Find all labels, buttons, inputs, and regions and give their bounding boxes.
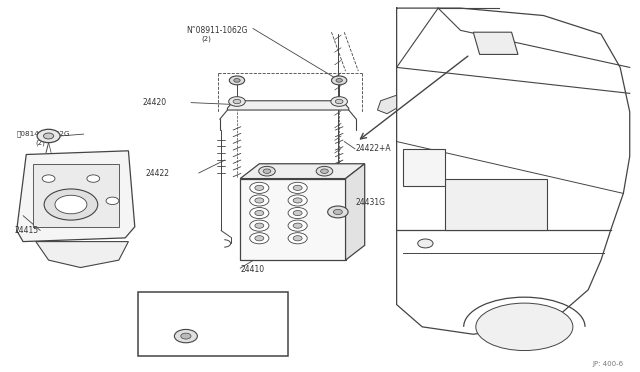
Circle shape [250,208,269,219]
Circle shape [263,169,271,173]
Circle shape [44,189,98,220]
Circle shape [288,208,307,219]
Polygon shape [473,32,518,54]
Circle shape [229,76,244,85]
Circle shape [293,211,302,216]
Polygon shape [378,95,397,114]
Circle shape [336,78,342,82]
Circle shape [255,198,264,203]
Polygon shape [36,241,129,267]
Text: 24410: 24410 [240,265,264,274]
Polygon shape [240,164,365,179]
Circle shape [250,182,269,193]
Circle shape [332,76,347,85]
Circle shape [233,99,241,104]
Text: 64832N: 64832N [170,317,200,326]
Bar [403,149,445,186]
Circle shape [250,233,269,244]
Circle shape [293,223,302,228]
Circle shape [333,209,342,215]
Bar [445,179,547,231]
Text: Ⓓ08146-6L62G: Ⓓ08146-6L62G [157,337,211,343]
Text: VQ35IE: VQ35IE [151,302,179,311]
Circle shape [255,235,264,241]
Circle shape [288,195,307,206]
Circle shape [55,195,87,214]
Circle shape [418,239,433,248]
Text: 24415: 24415 [15,226,39,235]
Text: 24422+A: 24422+A [355,144,391,153]
Bar [240,179,346,260]
Text: 24431G: 24431G [355,198,385,207]
Circle shape [288,220,307,231]
Text: 24420: 24420 [143,98,167,107]
Circle shape [174,330,197,343]
Bar [33,164,119,227]
Polygon shape [17,151,135,241]
Text: Ⓓ08146-8L62G: Ⓓ08146-8L62G [17,131,70,137]
Circle shape [321,169,328,173]
Circle shape [255,185,264,190]
Polygon shape [227,101,349,110]
Text: (2): (2) [36,139,45,145]
Circle shape [288,182,307,193]
Polygon shape [346,164,365,260]
Text: JP: 400-6: JP: 400-6 [592,361,623,367]
Circle shape [293,198,302,203]
Bar [138,292,288,356]
Circle shape [42,175,55,182]
Ellipse shape [476,303,573,350]
Circle shape [316,166,333,176]
Circle shape [259,166,275,176]
Circle shape [44,133,54,139]
Circle shape [288,233,307,244]
Circle shape [293,235,302,241]
Circle shape [250,195,269,206]
Text: (2): (2) [202,35,212,42]
Text: 24422: 24422 [146,169,170,177]
Circle shape [228,97,245,106]
Circle shape [234,78,240,82]
Circle shape [331,97,348,106]
Text: (1): (1) [176,344,186,350]
Circle shape [293,185,302,190]
Circle shape [250,220,269,231]
Circle shape [87,175,100,182]
Circle shape [37,129,60,142]
Circle shape [255,223,264,228]
Circle shape [335,99,343,104]
Circle shape [328,206,348,218]
Circle shape [255,211,264,216]
Text: N˜08911-1062G: N˜08911-1062G [186,26,248,35]
Circle shape [106,197,119,205]
Circle shape [180,333,191,339]
